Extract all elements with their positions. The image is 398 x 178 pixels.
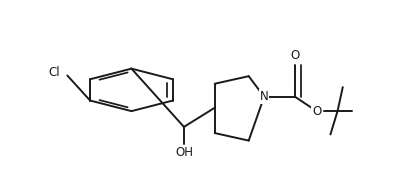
Text: Cl: Cl: [48, 66, 60, 79]
Text: O: O: [291, 49, 300, 62]
Text: O: O: [312, 105, 321, 118]
Text: OH: OH: [175, 146, 193, 159]
Text: N: N: [260, 90, 269, 103]
